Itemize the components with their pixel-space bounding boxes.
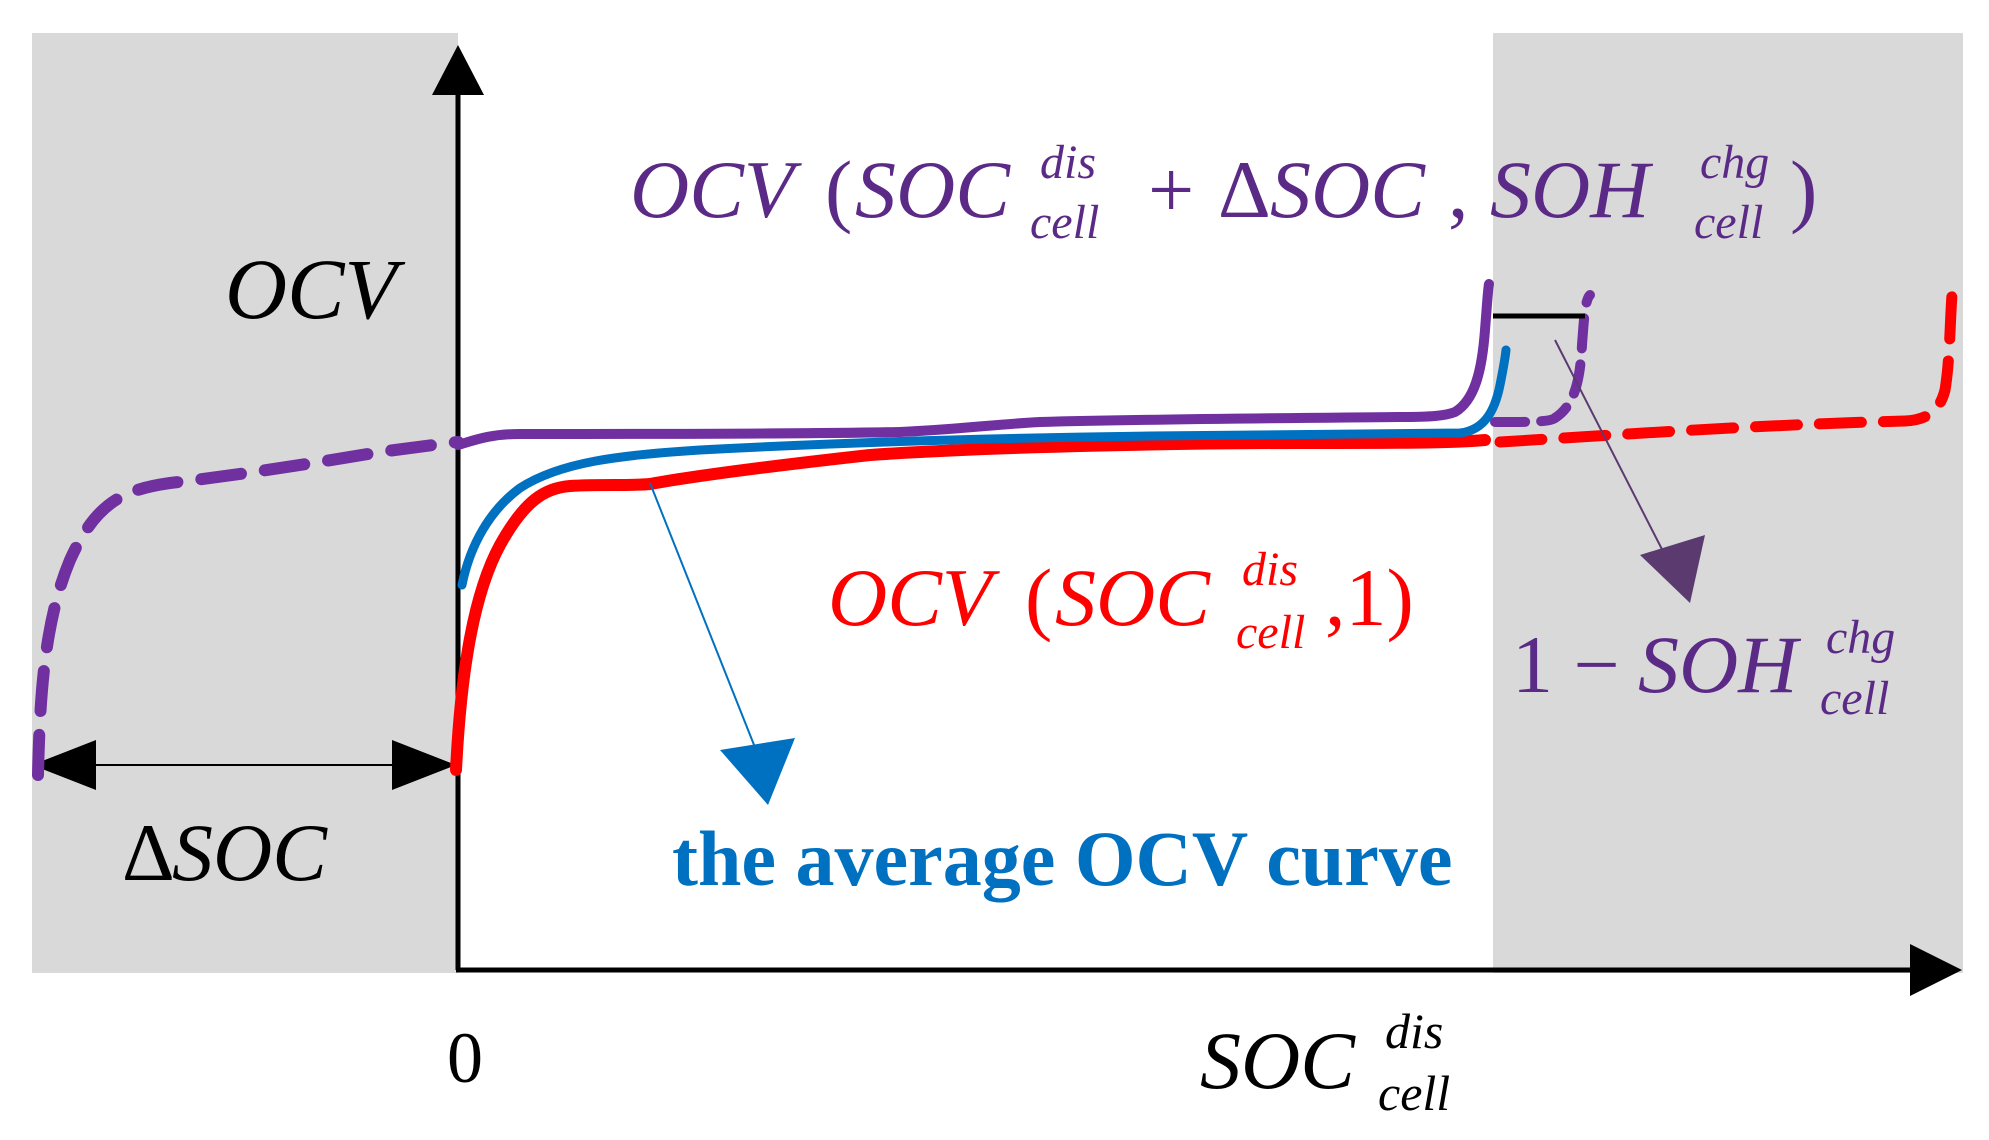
- purple-ocv-curve: [453, 279, 1494, 450]
- svg-text:cell: cell: [1030, 196, 1099, 249]
- red-ocv-curve: [450, 434, 1491, 776]
- svg-text:SOH: SOH: [1638, 619, 1801, 710]
- svg-text:Δ: Δ: [1218, 144, 1271, 235]
- y-axis-arrowhead: [432, 45, 484, 95]
- svg-text:chg: chg: [1826, 611, 1895, 664]
- purple-curve-label: OCV ( SOC dis cell + Δ SOC , SOH chg cel…: [630, 136, 1817, 249]
- red-dashed-curve-right: [1494, 289, 1958, 448]
- svg-text:SOC: SOC: [1270, 144, 1426, 235]
- svg-text:cell: cell: [1378, 1065, 1450, 1121]
- svg-text:SOC: SOC: [1055, 552, 1211, 643]
- svg-text:dis: dis: [1242, 543, 1298, 596]
- purple-pointer-line: [1554, 339, 1671, 566]
- svg-text:SOH: SOH: [1490, 144, 1653, 235]
- average-curve-label: the average OCV curve: [672, 815, 1453, 902]
- svg-text:OCV: OCV: [828, 552, 1000, 643]
- delta-soc-arrowhead-left: [32, 740, 96, 790]
- svg-text:+: +: [1148, 144, 1194, 235]
- delta-soc-arrowhead-right: [392, 740, 456, 790]
- delta-soc-label: Δ SOC: [122, 807, 328, 898]
- svg-text:dis: dis: [1385, 1003, 1443, 1059]
- svg-text:,1): ,1): [1325, 552, 1414, 643]
- svg-text:cell: cell: [1694, 196, 1763, 249]
- svg-text:cell: cell: [1236, 606, 1305, 659]
- x-axis-label: SOC dis cell: [1200, 1003, 1450, 1121]
- svg-text:SOC: SOC: [172, 807, 328, 898]
- svg-text:(: (: [825, 144, 852, 235]
- svg-text:OCV: OCV: [630, 144, 802, 235]
- purple-dashed-curve-left: [32, 436, 464, 781]
- svg-text:cell: cell: [1820, 672, 1889, 725]
- y-axis-label: OCV: [225, 241, 405, 337]
- red-curve-label: OCV ( SOC dis cell ,1): [828, 543, 1414, 659]
- svg-text:SOC: SOC: [1200, 1015, 1356, 1106]
- svg-text:chg: chg: [1700, 136, 1769, 189]
- origin-label: 0: [447, 1018, 483, 1098]
- svg-text:SOC: SOC: [855, 144, 1011, 235]
- svg-text:1 −: 1 −: [1512, 619, 1620, 710]
- x-axis-arrowhead: [1910, 944, 1962, 996]
- right-shaded-region: [1493, 33, 1963, 973]
- svg-text:dis: dis: [1040, 136, 1096, 189]
- svg-text:,: ,: [1448, 144, 1469, 235]
- blue-pointer-line: [649, 482, 761, 761]
- svg-text:): ): [1790, 144, 1817, 235]
- blue-average-ocv-curve: [457, 345, 1511, 590]
- svg-text:(: (: [1025, 552, 1052, 643]
- blue-pointer-arrowhead: [720, 738, 795, 805]
- svg-text:Δ: Δ: [122, 807, 175, 898]
- purple-pointer-arrowhead: [1640, 535, 1705, 603]
- soh-gap-label: 1 − SOH chg cell: [1512, 611, 1895, 725]
